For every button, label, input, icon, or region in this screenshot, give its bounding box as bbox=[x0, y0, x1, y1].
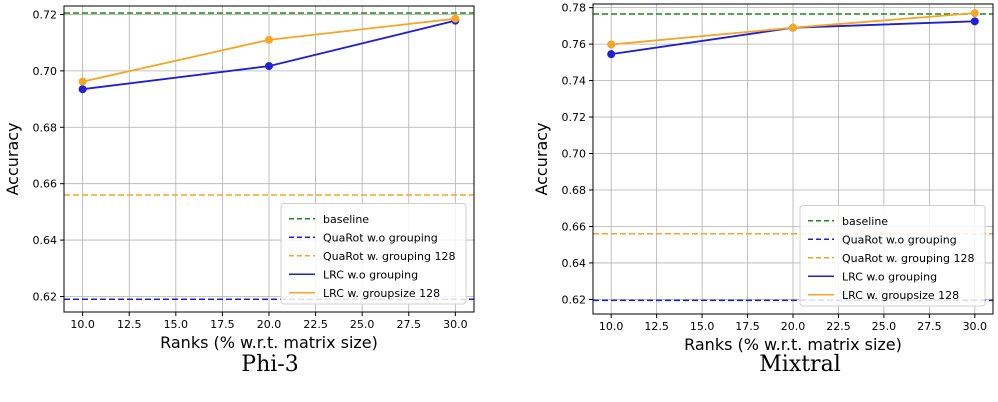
x-axis-label: Ranks (% w.r.t. matrix size) bbox=[684, 335, 902, 354]
y-tick-label: 0.72 bbox=[562, 111, 587, 124]
x-axis-label: Ranks (% w.r.t. matrix size) bbox=[160, 333, 378, 352]
y-tick-label: 0.76 bbox=[562, 38, 587, 51]
data-point bbox=[607, 50, 616, 59]
x-tick-label: 25.0 bbox=[350, 318, 375, 331]
x-tick-label: 27.5 bbox=[397, 318, 422, 331]
chart-2: 10.0 12.5 15.0 17.5 20.0 22.5 25.0 27.5 30.0 0.62… bbox=[532, 2, 994, 354]
legend-label: QuaRot w. grouping 128 bbox=[323, 250, 456, 263]
x-tick-label: 30.0 bbox=[963, 320, 988, 333]
x-tick-label: 20.0 bbox=[257, 318, 282, 331]
y-tick-label: 0.62 bbox=[33, 290, 58, 303]
y-tick-label: 0.62 bbox=[562, 293, 587, 306]
data-point bbox=[607, 40, 616, 49]
data-point bbox=[451, 14, 460, 23]
x-tick-label: 10.0 bbox=[599, 320, 624, 333]
x-tick-label: 17.5 bbox=[210, 318, 235, 331]
y-tick-label: 0.66 bbox=[562, 220, 587, 233]
legend-label: baseline bbox=[842, 215, 888, 228]
y-tick-label: 0.68 bbox=[562, 184, 587, 197]
y-tick-label: 0.64 bbox=[33, 234, 58, 247]
legend: baseline QuaRot w.o grouping QuaRot w. gro… bbox=[799, 205, 986, 307]
data-point bbox=[265, 35, 273, 44]
x-tick-label: 12.5 bbox=[117, 318, 142, 331]
x-tick-label: 22.5 bbox=[826, 320, 851, 333]
legend-label: LRC w.o grouping bbox=[323, 268, 418, 281]
legend-label: LRC w. groupsize 128 bbox=[323, 287, 440, 300]
y-tick-label: 0.74 bbox=[562, 75, 587, 88]
x-tick-label: 27.5 bbox=[917, 320, 942, 333]
x-tick-label: 22.5 bbox=[303, 318, 328, 331]
data-point bbox=[970, 17, 979, 26]
legend-label: LRC w. groupsize 128 bbox=[842, 289, 959, 302]
data-point bbox=[78, 85, 87, 94]
legend-label: QuaRot w.o grouping bbox=[323, 231, 438, 244]
legend: baseline QuaRot w.o grouping QuaRot w. gro… bbox=[280, 203, 467, 305]
data-point bbox=[78, 77, 87, 86]
y-tick-label: 0.70 bbox=[33, 65, 58, 78]
x-tick-label: 12.5 bbox=[644, 320, 669, 333]
legend-box bbox=[799, 205, 986, 307]
y-tick-label: 0.68 bbox=[33, 121, 58, 134]
caption-left: Phi-3 bbox=[241, 352, 299, 377]
data-point bbox=[970, 9, 979, 18]
x-tick-label: 15.0 bbox=[690, 320, 715, 333]
legend-label: LRC w.o grouping bbox=[842, 270, 937, 283]
x-tick-label: 20.0 bbox=[781, 320, 806, 333]
legend-box bbox=[280, 203, 467, 305]
data-point bbox=[265, 62, 273, 71]
x-tick-label: 17.5 bbox=[735, 320, 760, 333]
x-tick-label: 25.0 bbox=[872, 320, 897, 333]
x-tick-label: 15.0 bbox=[164, 318, 189, 331]
y-axis-label: Accuracy bbox=[532, 122, 551, 195]
y-tick-label: 0.64 bbox=[562, 257, 587, 270]
caption-right: Mixtral bbox=[759, 352, 841, 377]
y-tick-label: 0.70 bbox=[562, 148, 587, 161]
y-tick-label: 0.72 bbox=[33, 8, 58, 21]
legend-label: QuaRot w. grouping 128 bbox=[842, 252, 975, 265]
chart-1: 10.0 12.5 15.0 17.5 20.0 22.5 25.0 27.5 30.0 0.62… bbox=[3, 5, 475, 352]
y-axis-label: Accuracy bbox=[3, 122, 22, 195]
data-point bbox=[789, 23, 797, 32]
legend-label: QuaRot w.o grouping bbox=[842, 233, 957, 246]
legend-label: baseline bbox=[323, 213, 369, 226]
y-tick-label: 0.78 bbox=[562, 2, 587, 15]
x-tick-label: 30.0 bbox=[443, 318, 468, 331]
y-tick-label: 0.66 bbox=[33, 178, 58, 191]
x-tick-label: 10.0 bbox=[70, 318, 95, 331]
